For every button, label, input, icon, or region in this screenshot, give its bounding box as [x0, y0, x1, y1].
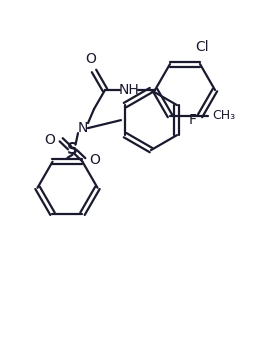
Text: NH: NH: [119, 83, 139, 97]
Text: F: F: [189, 113, 197, 127]
Text: CH₃: CH₃: [212, 110, 235, 122]
Text: O: O: [45, 133, 56, 147]
Text: N: N: [78, 121, 88, 135]
Text: S: S: [67, 142, 78, 157]
Text: O: O: [89, 153, 100, 167]
Text: Cl: Cl: [195, 40, 209, 54]
Text: O: O: [86, 52, 96, 66]
